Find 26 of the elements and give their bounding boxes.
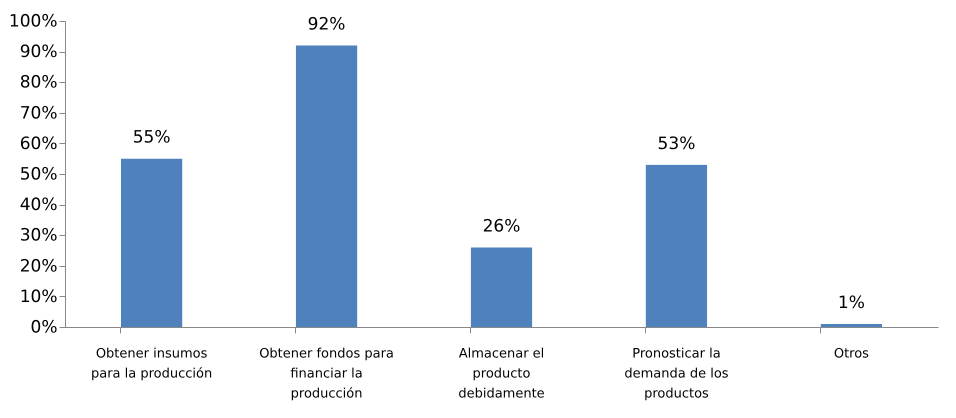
data-label: 92% (308, 14, 346, 34)
x-tick-label: Pronosticar la demanda de los productos (624, 346, 729, 402)
bar (120, 158, 182, 327)
x-tick-label: Obtener insumos para la producción (90, 346, 212, 382)
y-tick-label: 0% (30, 318, 58, 338)
data-label: 26% (482, 216, 520, 236)
bar (470, 247, 532, 327)
bar (820, 324, 882, 327)
y-tick-label: 30% (20, 226, 58, 246)
y-tick-label: 10% (20, 286, 58, 307)
y-tick-label: 80% (20, 72, 58, 93)
y-tick-label: 70% (20, 103, 58, 124)
x-tick-label: Obtener fondos para financiar la producción (259, 346, 394, 402)
data-label: 53% (658, 134, 696, 154)
y-tick-label: 50% (20, 164, 58, 184)
y-tick-label: 90% (20, 42, 58, 62)
bar (646, 164, 708, 327)
y-tick-label: 100% (8, 12, 58, 32)
data-label: 1% (838, 292, 865, 313)
y-tick-label: 60% (20, 134, 58, 154)
bar (296, 45, 358, 327)
x-tick-label: Otros (834, 346, 870, 362)
x-tick-label: Almacenar el producto debidamente (458, 346, 545, 402)
y-tick-label: 40% (20, 195, 58, 216)
data-label: 55% (132, 128, 170, 148)
y-tick-label: 20% (20, 256, 58, 276)
